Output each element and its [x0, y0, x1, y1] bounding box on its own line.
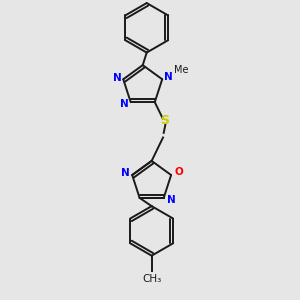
Text: N: N	[113, 73, 122, 82]
Text: S: S	[160, 114, 169, 127]
Text: CH₃: CH₃	[142, 274, 161, 284]
Text: Me: Me	[174, 65, 189, 75]
Text: N: N	[167, 195, 175, 205]
Text: N: N	[164, 72, 172, 82]
Text: O: O	[174, 167, 183, 177]
Text: N: N	[121, 168, 129, 178]
Text: N: N	[120, 99, 129, 109]
